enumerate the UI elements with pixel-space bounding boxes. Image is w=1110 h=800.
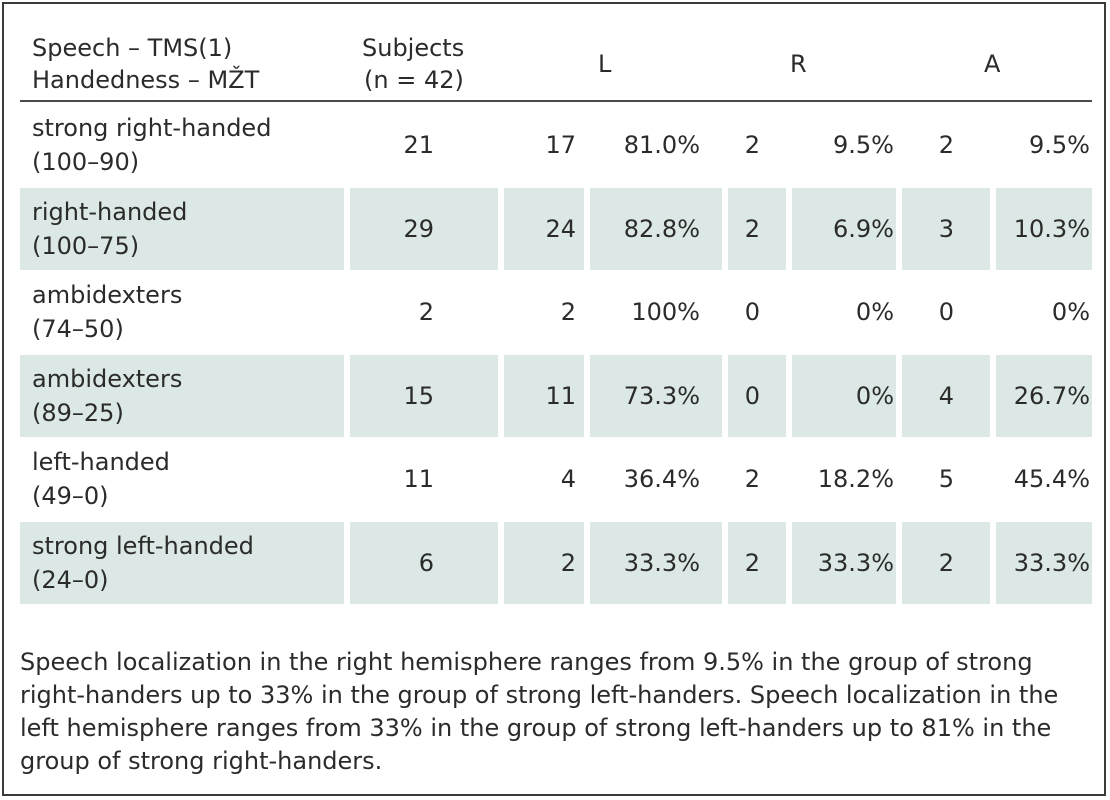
table-row: ambidexters (89–25) 15 11 73.3% 0 0% 4 26.7% xyxy=(4,354,1108,437)
cell-A-percent: 26.7% xyxy=(1013,381,1090,410)
cell-L-percent: 82.8% xyxy=(623,214,700,243)
cell-A-count: 4 xyxy=(938,381,954,410)
table-row: left-handed (49–0) 11 4 36.4% 2 18.2% 5 45.4% xyxy=(4,438,1108,520)
header-handedness-label: Handedness – MŽT xyxy=(32,66,260,94)
row-shade-segment xyxy=(350,354,498,437)
row-shade-segment xyxy=(902,187,990,270)
cell-L-percent: 100% xyxy=(631,298,700,326)
cell-R-count: 0 xyxy=(744,298,760,326)
cell-L-percent: 81.0% xyxy=(623,131,700,159)
row-shade-segment xyxy=(504,187,584,270)
cell-A-count: 2 xyxy=(938,548,954,577)
cell-L-percent: 36.4% xyxy=(623,465,700,493)
cell-R-percent: 0% xyxy=(855,381,894,410)
header-subjects-n: (n = 42) xyxy=(364,66,464,94)
cell-R-percent: 6.9% xyxy=(833,214,894,243)
row-shade-segment xyxy=(590,521,722,604)
row-shade-segment xyxy=(728,187,786,270)
cell-R-count: 2 xyxy=(744,548,760,577)
row-shade-segment xyxy=(20,354,344,437)
cell-L-count: 24 xyxy=(545,214,576,243)
row-score-range: (100–75) xyxy=(32,231,140,260)
cell-R-percent: 18.2% xyxy=(817,465,894,493)
row-shade-segment xyxy=(902,354,990,437)
row-label: strong right-handed xyxy=(32,114,272,142)
row-score-range: (100–90) xyxy=(32,148,140,176)
row-label: left-handed xyxy=(32,448,170,476)
cell-R-percent: 33.3% xyxy=(817,548,894,577)
header-col-A: A xyxy=(984,50,1001,78)
table-row: right-handed (100–75) 29 24 82.8% 2 6.9% 3 10.3% xyxy=(4,187,1108,270)
row-shade-segment xyxy=(504,354,584,437)
cell-L-count: 2 xyxy=(560,298,576,326)
row-shade-segment xyxy=(792,521,896,604)
cell-subjects: 6 xyxy=(418,548,434,577)
cell-R-percent: 0% xyxy=(855,298,894,326)
header-divider xyxy=(20,100,1092,102)
cell-L-percent: 33.3% xyxy=(623,548,700,577)
row-label: right-handed xyxy=(32,197,188,226)
cell-A-percent: 33.3% xyxy=(1013,548,1090,577)
row-score-range: (24–0) xyxy=(32,565,109,594)
cell-A-percent: 9.5% xyxy=(1029,131,1090,159)
row-label: ambidexters xyxy=(32,281,183,309)
row-shade-segment xyxy=(996,354,1092,437)
cell-A-count: 0 xyxy=(938,298,954,326)
row-shade-segment xyxy=(590,354,722,437)
cell-R-count: 2 xyxy=(744,214,760,243)
row-shade-segment xyxy=(350,521,498,604)
table-row: strong right-handed (100–90) 21 17 81.0% 2 9.5… xyxy=(4,104,1108,186)
row-shade-segment xyxy=(728,521,786,604)
cell-L-count: 4 xyxy=(560,465,576,493)
cell-R-count: 0 xyxy=(744,381,760,410)
cell-R-count: 2 xyxy=(744,131,760,159)
cell-subjects: 11 xyxy=(403,465,434,493)
cell-R-percent: 9.5% xyxy=(833,131,894,159)
cell-R-count: 2 xyxy=(744,465,760,493)
header-subjects-label: Subjects xyxy=(362,34,465,62)
cell-A-count: 2 xyxy=(938,131,954,159)
row-shade-segment xyxy=(996,521,1092,604)
row-score-range: (89–25) xyxy=(32,398,124,427)
row-shade-segment xyxy=(20,521,344,604)
table-row: ambidexters (74–50) 2 2 100% 0 0% 0 0% xyxy=(4,271,1108,353)
header-col-R: R xyxy=(790,50,807,78)
cell-L-count: 17 xyxy=(545,131,576,159)
row-shade-segment xyxy=(728,354,786,437)
row-label: strong left-handed xyxy=(32,531,254,560)
cell-subjects: 29 xyxy=(403,214,434,243)
row-shade-segment xyxy=(590,187,722,270)
row-score-range: (49–0) xyxy=(32,482,109,510)
row-shade-segment xyxy=(350,187,498,270)
cell-L-count: 11 xyxy=(545,381,576,410)
cell-subjects: 21 xyxy=(403,131,434,159)
cell-A-percent: 0% xyxy=(1051,298,1090,326)
table-footnote: Speech localization in the right hemisph… xyxy=(20,648,1059,775)
cell-A-percent: 45.4% xyxy=(1013,465,1090,493)
row-shade-segment xyxy=(504,521,584,604)
row-shade-segment xyxy=(902,521,990,604)
table-row: strong left-handed (24–0) 6 2 33.3% 2 33.3% 2 33… xyxy=(4,521,1108,604)
row-shade-segment xyxy=(792,187,896,270)
row-label: ambidexters xyxy=(32,364,183,393)
row-shade-segment xyxy=(792,354,896,437)
row-score-range: (74–50) xyxy=(32,315,124,343)
cell-A-count: 5 xyxy=(938,465,954,493)
row-shade-segment xyxy=(996,187,1092,270)
cell-subjects: 15 xyxy=(403,381,434,410)
header-col-L: L xyxy=(598,50,612,78)
cell-L-count: 2 xyxy=(560,548,576,577)
cell-subjects: 2 xyxy=(418,298,434,326)
header-speech-label: Speech – TMS(1) xyxy=(32,34,233,62)
cell-L-percent: 73.3% xyxy=(623,381,700,410)
cell-A-count: 3 xyxy=(938,214,954,243)
cell-A-percent: 10.3% xyxy=(1013,214,1090,243)
row-shade-segment xyxy=(20,187,344,270)
